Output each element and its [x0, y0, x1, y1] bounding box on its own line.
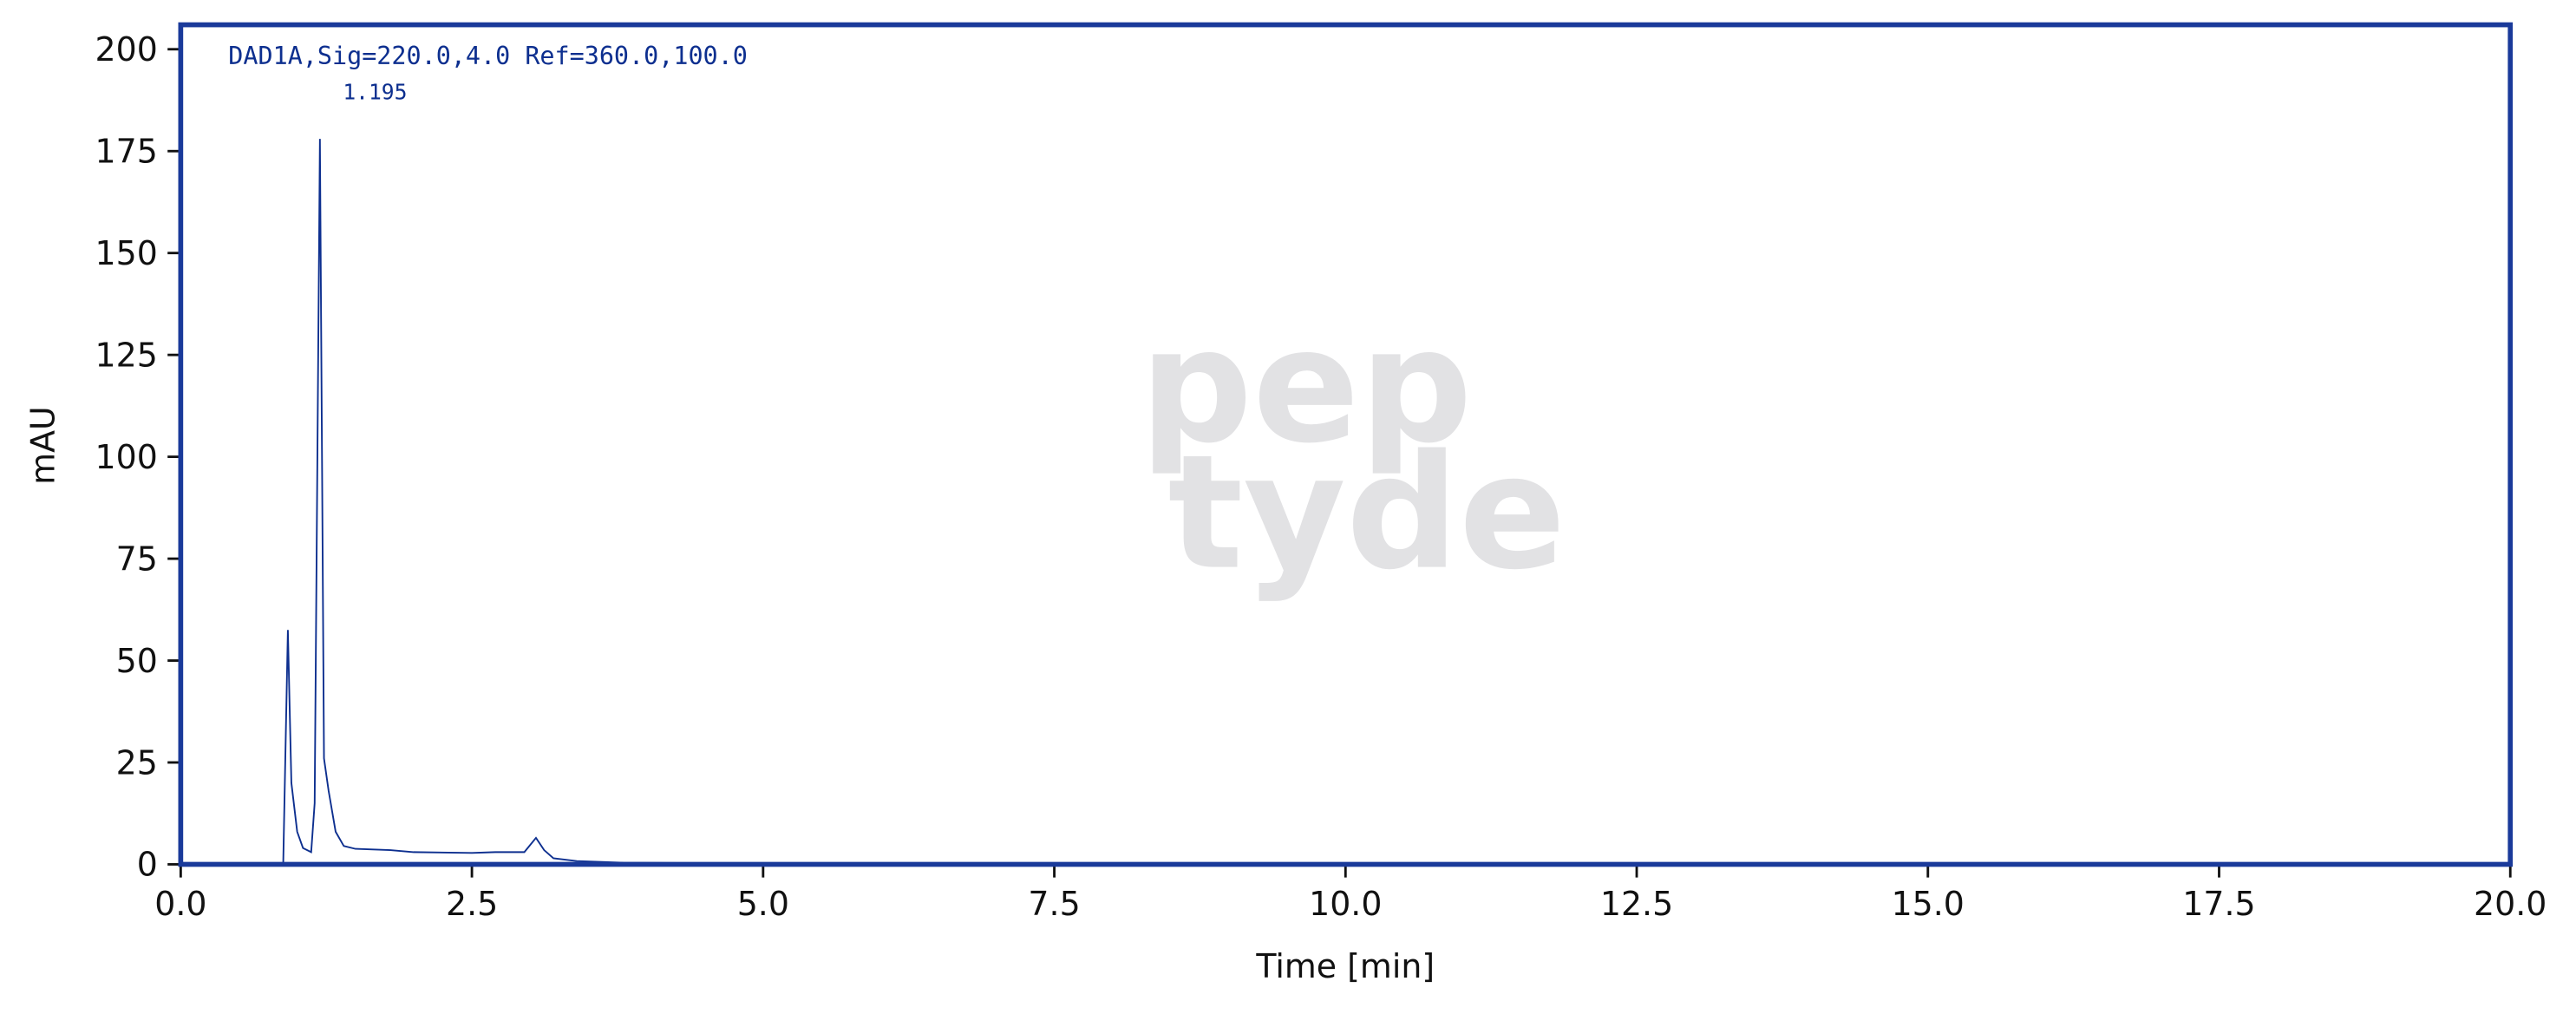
x-axis-label: Time [min] — [1255, 947, 1435, 985]
y-tick-label: 0 — [137, 846, 158, 884]
x-tick-label: 12.5 — [1600, 885, 1673, 923]
x-tick-label: 5.0 — [737, 885, 789, 923]
y-tick-label: 125 — [95, 336, 158, 374]
y-tick-label: 175 — [95, 132, 158, 170]
y-axis-label: mAU — [24, 406, 62, 485]
y-tick-label: 100 — [95, 438, 158, 476]
x-tick-label: 7.5 — [1028, 885, 1080, 923]
x-tick-label: 10.0 — [1309, 885, 1382, 923]
x-tick-label: 15.0 — [1892, 885, 1965, 923]
x-tick-label: 0.0 — [154, 885, 206, 923]
watermark: tyde — [1167, 421, 1566, 605]
x-tick-label: 20.0 — [2474, 885, 2547, 923]
plot-frame — [178, 22, 2514, 867]
y-tick-label: 200 — [95, 30, 158, 69]
x-tick-label: 17.5 — [2182, 885, 2255, 923]
watermark: pep — [1140, 294, 1473, 478]
y-tick-label: 25 — [116, 743, 158, 782]
peak-label: 1.195 — [343, 80, 407, 105]
x-tick-label: 2.5 — [446, 885, 498, 923]
y-tick-label: 150 — [95, 234, 158, 272]
signal-name: DAD1A,Sig=220.0,4.0 Ref=360.0,100.0 — [228, 42, 748, 70]
y-tick-label: 75 — [116, 540, 158, 578]
y-tick-label: 50 — [116, 642, 158, 680]
